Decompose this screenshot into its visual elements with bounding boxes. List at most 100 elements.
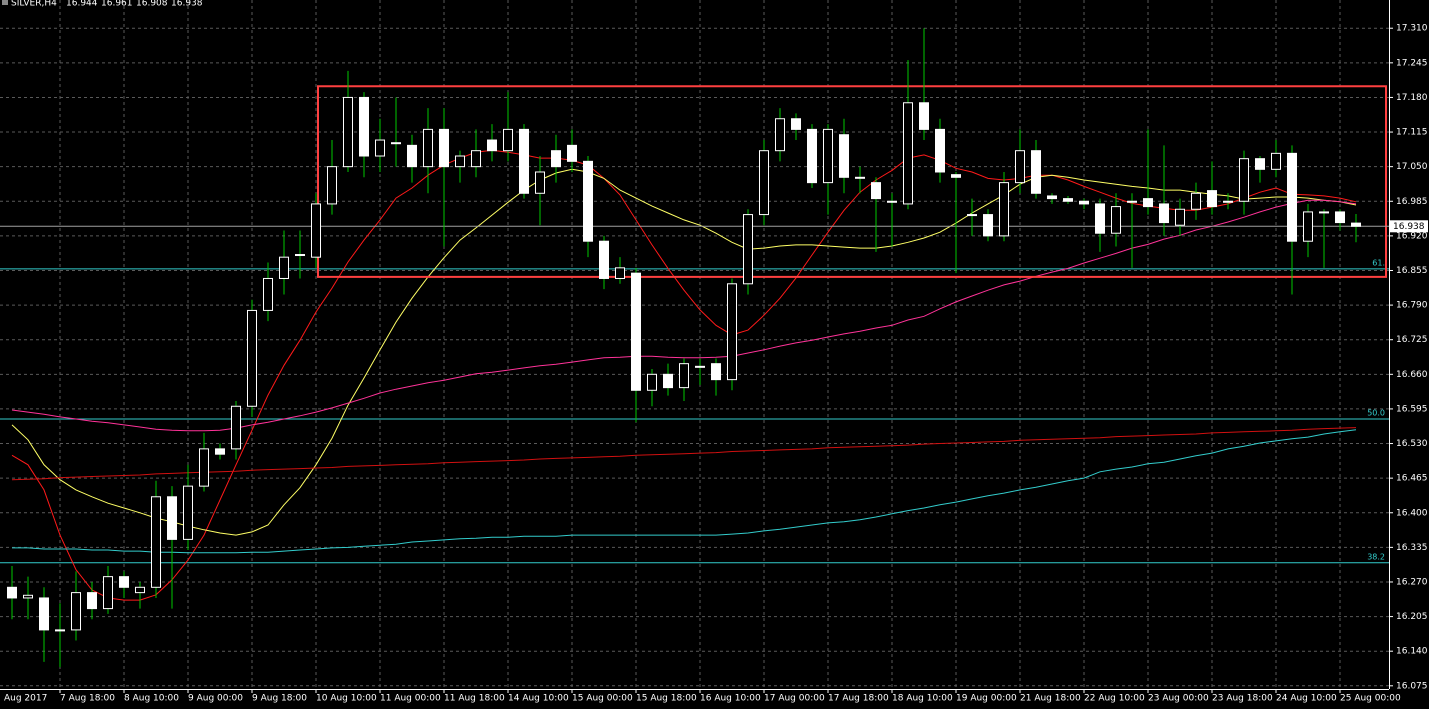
candle-body [391, 142, 401, 145]
x-tick-label: 22 Aug 10:00 [1084, 694, 1145, 704]
candle-body [551, 150, 561, 168]
candle-body [983, 214, 993, 237]
candle-body [599, 240, 609, 279]
candle-body [167, 496, 177, 540]
y-tick-label: 16.725 [1396, 335, 1428, 345]
candle-body [231, 405, 241, 450]
candle-body [583, 160, 593, 242]
candle-body [1207, 190, 1217, 208]
candle-body [951, 174, 961, 178]
candle-body [7, 586, 17, 599]
plot-area [0, 0, 1389, 689]
x-tick-label: 7 Aug 18:00 [60, 694, 115, 704]
x-tick-label: 9 Aug 00:00 [188, 694, 243, 704]
y-tick-label: 16.660 [1396, 370, 1428, 380]
candle-body [55, 629, 65, 632]
x-tick-label: 15 Aug 00:00 [572, 694, 633, 704]
x-tick-label: 21 Aug 18:00 [1020, 694, 1081, 704]
y-tick-label: 17.245 [1396, 58, 1428, 68]
candle-body [151, 496, 161, 588]
candle-body [1111, 206, 1121, 234]
y-tick-label: 16.920 [1396, 231, 1428, 241]
candle-body [119, 576, 129, 588]
y-tick-label: 16.985 [1396, 197, 1428, 207]
candle-body [423, 128, 433, 168]
y-tick-label: 16.400 [1396, 508, 1428, 518]
candle-body [823, 128, 833, 184]
candle-body [343, 96, 353, 168]
candle-body [935, 128, 945, 173]
candle-body [727, 283, 737, 381]
candle-body [135, 586, 145, 594]
candle-body [1271, 152, 1281, 170]
candle-body [743, 214, 753, 285]
price-box [1390, 220, 1428, 233]
candle-body [1015, 150, 1025, 184]
candle-body [1047, 195, 1057, 200]
x-first-label: Aug 2017 [4, 694, 47, 704]
candle-body [807, 128, 817, 184]
x-tick-label: 19 Aug 00:00 [956, 694, 1017, 704]
candle-body [999, 182, 1009, 237]
candle-body [855, 176, 865, 179]
x-tick-label: 16 Aug 10:00 [700, 694, 761, 704]
candle-body [439, 128, 449, 168]
x-tick-label: 24 Aug 10:00 [1276, 694, 1337, 704]
candle-body [1175, 208, 1185, 226]
candle-body [919, 102, 929, 130]
candle-body [839, 134, 849, 178]
candle-body [327, 166, 337, 205]
candle-body [1127, 200, 1137, 203]
y-tick-label: 17.050 [1396, 162, 1428, 172]
candle-body [1031, 150, 1041, 194]
candle-body [679, 363, 689, 389]
header-icon [2, 0, 8, 5]
candle-body [279, 256, 289, 279]
candle-body [887, 200, 897, 203]
y-tick-label: 16.465 [1396, 474, 1428, 484]
y-tick-label: 16.530 [1396, 439, 1428, 449]
candle-body [711, 363, 721, 381]
header-ohlc: 16.908 [136, 0, 168, 9]
candle-body [87, 592, 97, 610]
x-tick-label: 17 Aug 18:00 [828, 694, 889, 704]
candle-body [199, 448, 209, 487]
y-tick-label: 17.115 [1396, 128, 1428, 138]
ma-line [11, 427, 1357, 481]
x-tick-label: 11 Aug 18:00 [444, 694, 505, 704]
candle-body [967, 214, 977, 217]
y-tick-label: 16.595 [1396, 404, 1428, 414]
y-tick-label: 16.205 [1396, 612, 1428, 622]
candle-body [903, 102, 913, 205]
candle-body [1287, 152, 1297, 242]
x-tick-label: 18 Aug 10:00 [892, 694, 953, 704]
candle-body [775, 118, 785, 152]
x-tick-label: 23 Aug 00:00 [1148, 694, 1209, 704]
candle-body [1191, 192, 1201, 210]
candle-body [663, 373, 673, 389]
x-tick-label: 9 Aug 18:00 [252, 694, 307, 704]
range-box [317, 85, 1387, 278]
y-tick-label: 16.075 [1396, 681, 1428, 691]
candle-body [647, 373, 657, 391]
x-tick-label: 11 Aug 00:00 [380, 694, 441, 704]
candle-body [71, 592, 81, 631]
x-tick-label: 8 Aug 10:00 [124, 694, 179, 704]
fib-label: 50.0 [1367, 409, 1385, 418]
candle-body [791, 118, 801, 130]
x-tick-label: 23 Aug 18:00 [1212, 694, 1273, 704]
price-box-label: 16.938 [1393, 222, 1425, 232]
header-ohlc: 16.938 [171, 0, 203, 9]
candle-body [695, 365, 705, 368]
candle-body [759, 150, 769, 216]
x-tick-label: 25 Aug 00:00 [1340, 694, 1401, 704]
x-tick-label: 14 Aug 10:00 [508, 694, 569, 704]
candle-body [503, 128, 513, 152]
candle-body [359, 96, 369, 157]
candle-body [39, 597, 49, 631]
candle-body [1063, 198, 1073, 202]
y-tick-label: 16.335 [1396, 543, 1428, 553]
chart-title: SILVER,H4 [11, 0, 57, 9]
candle-body [1255, 158, 1265, 170]
